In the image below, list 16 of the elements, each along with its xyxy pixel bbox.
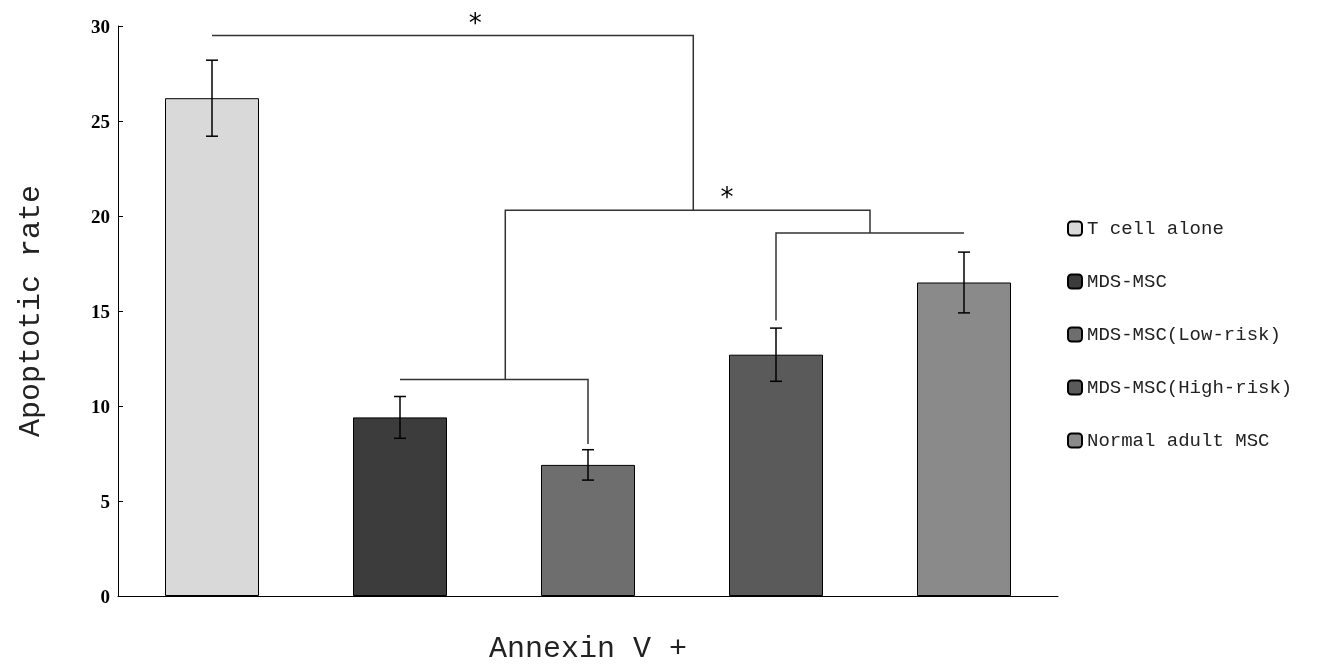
y-tick-label: 0: [100, 585, 110, 607]
legend-label: MDS-MSC(High-risk): [1087, 376, 1293, 399]
y-tick-label: 30: [91, 15, 110, 37]
annotation: *: [720, 182, 734, 213]
y-tick-label: 25: [91, 110, 110, 132]
y-tick-label: 20: [91, 205, 110, 227]
y-axis-title: Apoptotic rate: [14, 184, 48, 438]
legend-label: MDS-MSC: [1087, 270, 1167, 293]
legend-label: T cell alone: [1087, 217, 1224, 240]
x-axis-title: Annexin V +: [488, 632, 688, 666]
y-tick-label: 5: [100, 490, 110, 512]
y-tick-label: 10: [91, 395, 110, 417]
y-tick-label: 15: [91, 300, 110, 322]
annotation: *: [468, 7, 482, 38]
legend-label: MDS-MSC(Low-risk): [1087, 323, 1281, 346]
legend-label: Normal adult MSC: [1087, 429, 1270, 452]
